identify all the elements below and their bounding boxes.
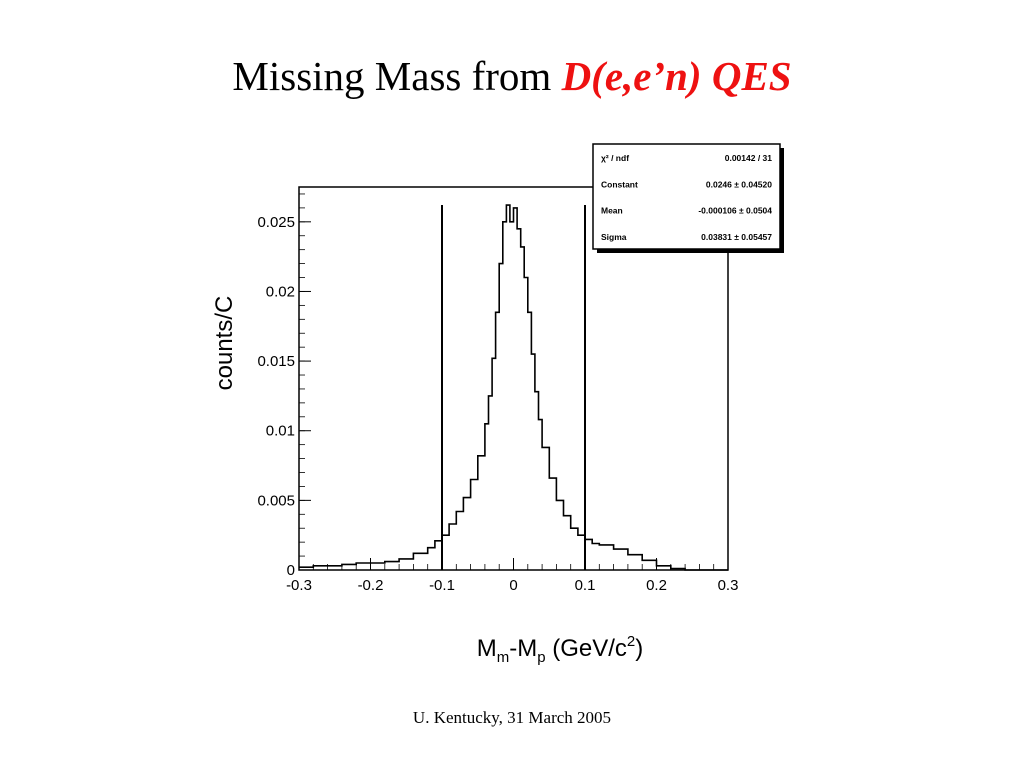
x-axis-title: Mm-Mp (GeV/c2) xyxy=(477,633,644,666)
x-tick-label: 0 xyxy=(509,577,517,594)
stats-value: 0.00142 / 31 xyxy=(725,153,773,163)
stats-value: 0.0246 ± 0.04520 xyxy=(706,179,772,189)
slide-footer: U. Kentucky, 31 March 2005 xyxy=(412,708,612,727)
stats-label: Sigma xyxy=(601,232,627,242)
x-tick-label: 0.3 xyxy=(718,577,739,594)
stats-value: -0.000106 ± 0.0504 xyxy=(698,206,772,216)
y-tick-label: 0.02 xyxy=(266,283,295,300)
histogram-steps xyxy=(299,204,728,571)
title-plain: Missing Mass from xyxy=(232,53,562,99)
x-tick-label: -0.1 xyxy=(429,577,455,594)
x-tick-label: 0.1 xyxy=(575,577,596,594)
title-accent: D(e,e’n) QES xyxy=(561,53,792,99)
stats-label: χ² / ndf xyxy=(601,153,629,163)
y-tick-label: 0.005 xyxy=(257,492,295,509)
stats-value: 0.03831 ± 0.05457 xyxy=(701,232,772,242)
y-tick-label: 0 xyxy=(287,562,295,579)
fit-stats-box: χ² / ndf 0.00142 / 31 Constant 0.0246 ± 0.0… xyxy=(592,143,784,253)
y-tick-label: 0.015 xyxy=(257,353,295,370)
stats-label: Constant xyxy=(601,179,638,189)
x-tick-label: 0.2 xyxy=(646,577,667,594)
slide-title: Missing Mass from D(e,e’n) QES xyxy=(0,52,1024,100)
y-axis-title: counts/C xyxy=(211,296,238,391)
stats-box-frame xyxy=(592,143,781,250)
y-tick-label: 0.025 xyxy=(257,214,295,231)
x-tick-label: -0.3 xyxy=(286,577,312,594)
y-tick-label: 0.01 xyxy=(266,423,295,440)
stats-label: Mean xyxy=(601,206,623,216)
x-tick-label: -0.2 xyxy=(358,577,384,594)
